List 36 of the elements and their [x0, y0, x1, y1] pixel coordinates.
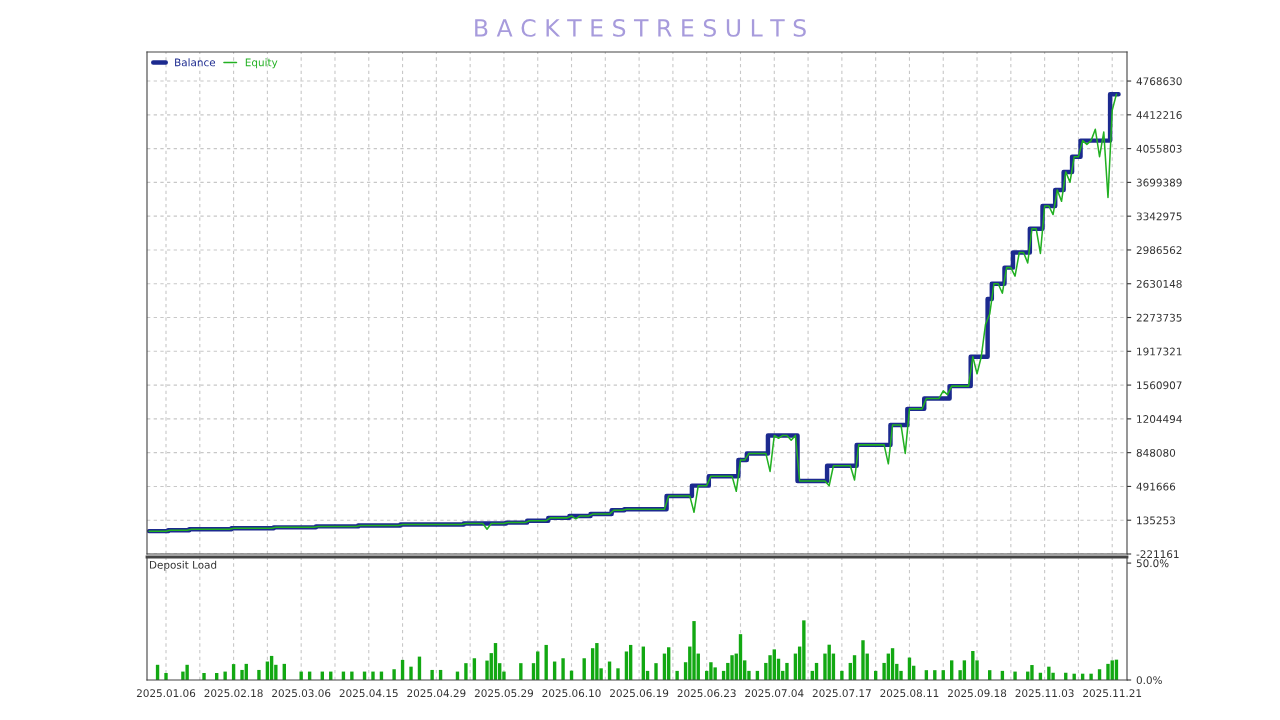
y-tick-label: 848080	[1136, 448, 1176, 457]
y-tick-label: 1560907	[1137, 381, 1182, 390]
y-tick-label: 4768630	[1136, 77, 1182, 86]
y-tick-label: 491666	[1136, 482, 1176, 491]
y-tick-label: 1917321	[1137, 347, 1182, 356]
y-tick-label: 50.0%	[1136, 559, 1169, 568]
x-tick-label: 2025.09.18	[947, 689, 1007, 698]
x-tick-label: 2025.02.18	[204, 689, 263, 698]
x-tick-label: 2025.07.04	[745, 689, 804, 698]
y-tick-label: 0.0%	[1136, 676, 1162, 685]
y-tick-label: 3699389	[1136, 178, 1182, 187]
y-tick-label: 2630148	[1136, 279, 1182, 288]
x-tick-label: 2025.06.23	[677, 689, 736, 698]
chart-title: B A C K T E S T R E S U L T S	[475, 18, 806, 37]
x-tick-label: 2025.03.06	[272, 689, 331, 698]
y-tick-label: 2273735	[1136, 313, 1182, 322]
y-tick-label: 4055803	[1136, 144, 1182, 153]
chart-title: Deposit Load	[149, 560, 217, 571]
x-tick-label: 2025.04.29	[407, 689, 466, 698]
x-tick-label: 2025.04.15	[339, 689, 398, 698]
x-tick-label: 2025.07.17	[812, 689, 871, 698]
x-tick-label: 2025.05.29	[474, 689, 534, 698]
y-tick-label: 135253	[1137, 516, 1175, 525]
x-tick-label: 2025.06.19	[610, 689, 669, 698]
x-tick-label: 2025.11.21	[1083, 689, 1142, 698]
x-tick-label: 2025.06.10	[542, 689, 601, 698]
y-tick-label: 1204494	[1137, 415, 1182, 423]
x-tick-label: 2025.01.06	[136, 689, 196, 698]
y-tick-label: 3342975	[1136, 212, 1182, 221]
y-tick-label: -221161	[1136, 550, 1179, 559]
x-tick-label: 2025.11.03	[1015, 689, 1074, 698]
y-tick-label: 4412216	[1136, 111, 1182, 119]
legend-label: Balance	[175, 58, 216, 67]
x-tick-label: 2025.08.11	[880, 689, 939, 698]
y-tick-label: 2986562	[1136, 246, 1182, 255]
legend-label: Equity	[245, 58, 278, 69]
